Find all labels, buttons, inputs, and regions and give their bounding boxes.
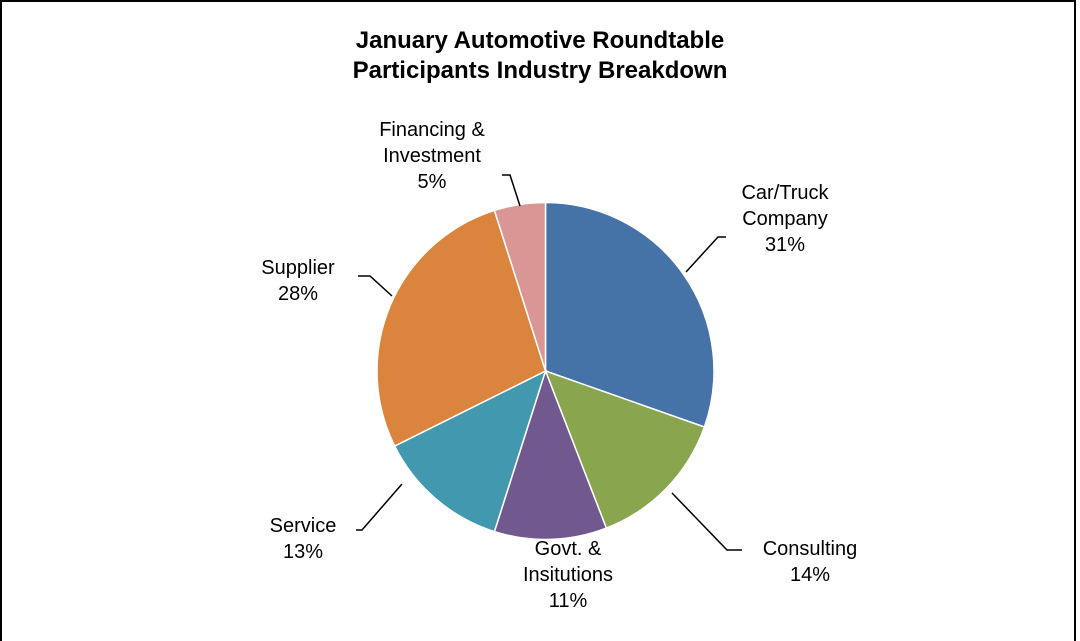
chart-title: January Automotive Roundtable (355, 27, 725, 54)
slice-value-label: 5% (417, 171, 447, 193)
leader-line (502, 174, 521, 207)
chart-subtitle: Participants Industry Breakdown (352, 57, 728, 84)
slice-label: Govt. & Insitutions 11% (488, 536, 648, 614)
pie-slice (393, 369, 547, 533)
leader-line (356, 483, 403, 531)
slice-value-label: 11% (548, 590, 588, 612)
slice-name: Car/Truck Company (741, 182, 829, 230)
slice-name: Govt. & Insitutions (522, 538, 614, 586)
slice-label: Car/Truck Company 31% (715, 180, 855, 258)
slice-label: Consulting 14% (735, 536, 885, 588)
leader-line (671, 492, 742, 551)
leader-line (685, 236, 726, 273)
slice-value-label: 31% (764, 234, 806, 256)
chart-title-block: January Automotive Roundtable Participan… (0, 26, 1080, 86)
slice-value-label: 14% (789, 564, 831, 586)
slice-value-label: 13% (282, 541, 324, 563)
pie-slice (544, 201, 715, 428)
slice-label: Supplier 28% (228, 255, 368, 307)
leader-line (358, 275, 393, 297)
pie-slice (493, 368, 608, 541)
leader-lines (356, 174, 742, 551)
slice-name: Financing & Investment (379, 119, 485, 167)
slice-label: Financing & Investment 5% (362, 117, 502, 195)
pie-slice (544, 369, 706, 530)
pie-slice (376, 209, 547, 448)
slice-name: Supplier (261, 257, 335, 279)
slice-name: Service (269, 515, 337, 537)
slice-value-label: 28% (277, 283, 319, 305)
slice-label: Service 13% (248, 513, 358, 565)
slice-name: Consulting (762, 538, 858, 560)
